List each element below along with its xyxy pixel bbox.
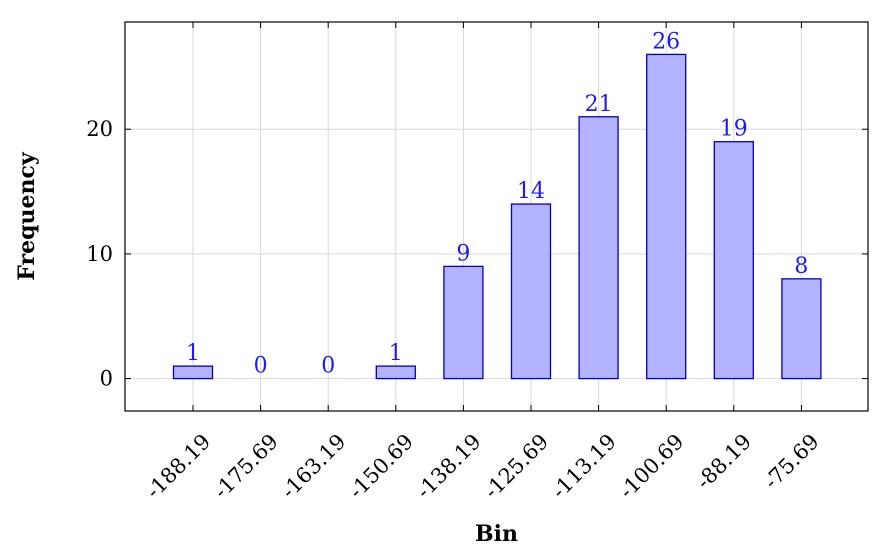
bar: [443, 265, 484, 380]
bars: [172, 53, 822, 380]
bar-value-label: 8: [794, 254, 808, 279]
bar-value-label: 19: [720, 117, 748, 142]
x-tick-label: -88.19: [692, 429, 757, 494]
x-tick-label: -113.19: [547, 429, 621, 503]
x-tick-label: -125.69: [479, 429, 553, 503]
bar: [375, 365, 416, 380]
x-tick-label: -75.69: [759, 429, 824, 494]
bar-value-label: 26: [652, 29, 680, 54]
x-tick-label: -138.19: [412, 429, 486, 503]
bar-value-label: 1: [389, 341, 403, 366]
x-tick-label: -175.69: [209, 429, 283, 503]
bar-value-label: 0: [321, 354, 335, 379]
bar-value-label: 9: [456, 241, 470, 266]
x-tick-label: -150.69: [344, 429, 418, 503]
y-tick-label: 10: [86, 242, 113, 266]
bar: [578, 116, 619, 380]
x-tick-label: -188.19: [141, 429, 215, 503]
bar-value-label: 14: [517, 179, 545, 204]
y-tick-label: 20: [86, 117, 113, 141]
y-axis-title: Frequency: [14, 151, 40, 281]
gridlines: [125, 22, 868, 411]
x-axis-title: Bin: [475, 521, 518, 547]
bar: [510, 203, 552, 380]
bar: [646, 53, 687, 380]
bar: [781, 278, 822, 380]
bar-value-label: 1: [186, 341, 200, 366]
x-tick-label: -163.19: [277, 429, 351, 503]
bar-value-label: 0: [254, 354, 268, 379]
y-tick-label: 0: [100, 367, 113, 391]
x-tick-label: -100.69: [615, 429, 689, 503]
bar: [713, 141, 754, 380]
plot-frame: [124, 21, 869, 412]
bar-value-label: 21: [585, 92, 613, 117]
bar: [172, 365, 214, 380]
